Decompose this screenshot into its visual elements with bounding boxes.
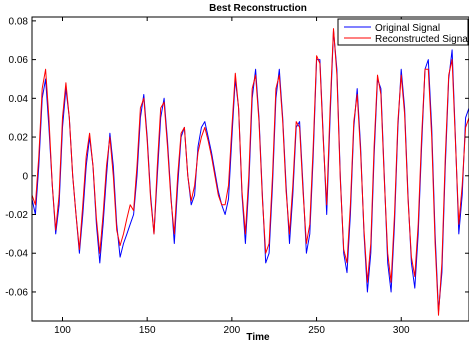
y-tick-label: 0.04: [9, 94, 29, 105]
y-tick-label: 0.02: [9, 133, 29, 144]
chart-title: Best Reconstruction: [209, 3, 307, 14]
y-tick-label: 0.06: [9, 55, 29, 66]
legend-box: [337, 18, 469, 46]
plot-area-frame: [31, 16, 469, 322]
series-line-original: [31, 30, 469, 312]
y-tick-label: -0.02: [5, 210, 28, 221]
x-tick-label: 100: [54, 325, 71, 336]
y-tick-label: -0.06: [5, 287, 28, 298]
y-tick-label: 0.08: [9, 16, 29, 27]
x-tick-label: 200: [224, 325, 241, 336]
ticks-layer: 100 150 200 250 300 -0.06 -0.04 -0.02 0 0.02 0.04 0…: [5, 16, 469, 336]
series-line-reconstructed: [31, 28, 469, 316]
x-tick-label: 300: [393, 325, 410, 336]
legend: Original Signal Reconstructed Signal: [337, 18, 469, 46]
legend-label-original: Original Signal: [375, 23, 440, 34]
y-tick-label: 0: [22, 171, 28, 182]
x-axis-label: Time: [246, 332, 270, 341]
y-tick-label: -0.04: [5, 249, 28, 260]
legend-label-reconstructed: Reconstructed Signal: [375, 34, 469, 45]
series-layer: [31, 28, 469, 316]
x-tick-label: 250: [308, 325, 325, 336]
x-tick-label: 150: [139, 325, 156, 336]
